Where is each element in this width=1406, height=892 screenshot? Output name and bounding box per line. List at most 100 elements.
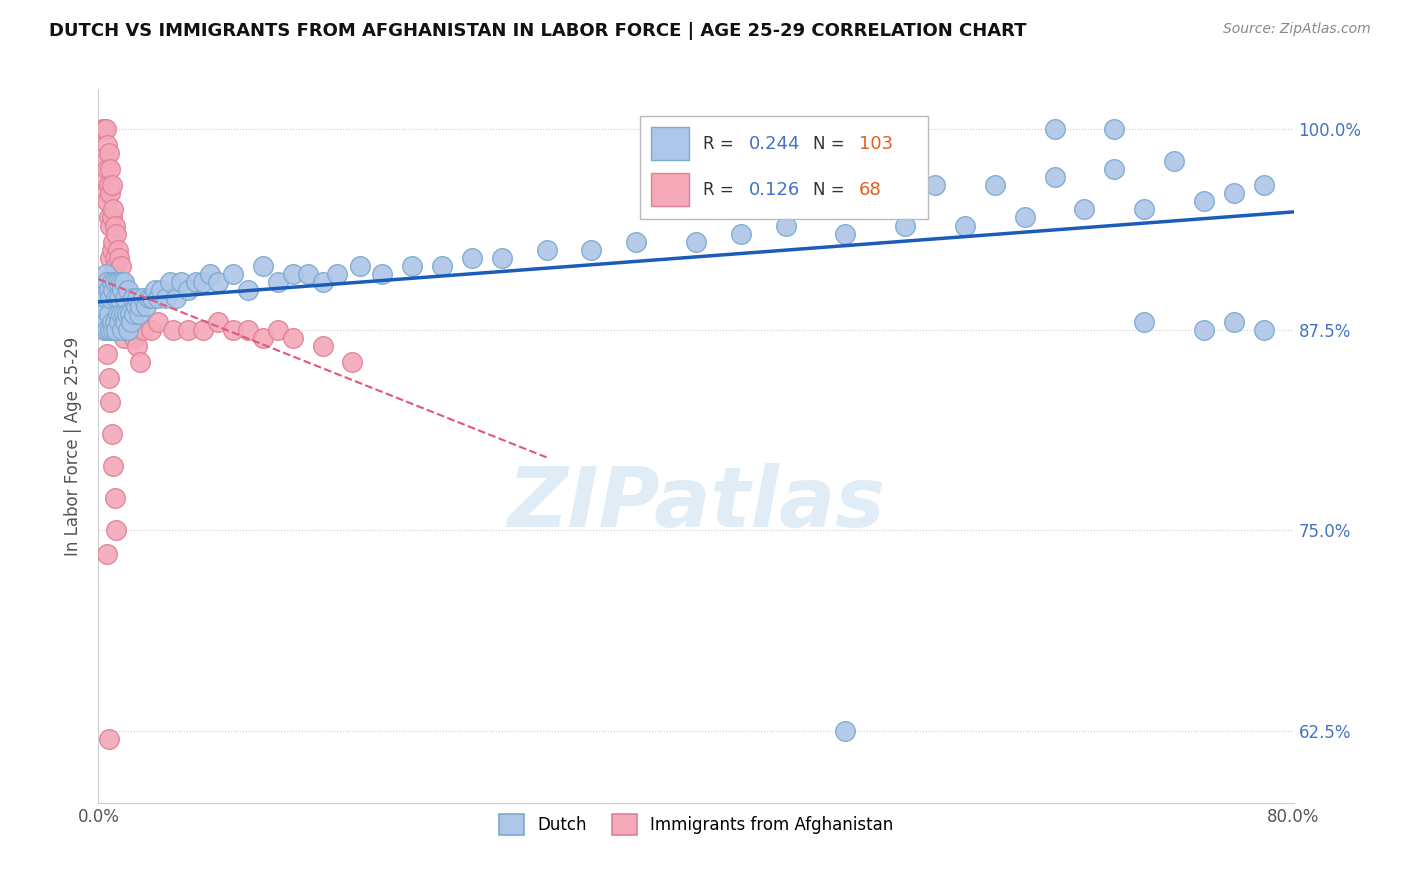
Point <box>267 275 290 289</box>
Point <box>1133 202 1156 217</box>
Point <box>98 323 122 337</box>
Point <box>1192 323 1215 337</box>
Point <box>430 259 453 273</box>
Point <box>162 323 184 337</box>
Point <box>129 299 152 313</box>
Point <box>98 251 122 265</box>
Point <box>103 283 125 297</box>
Point <box>110 259 132 273</box>
Point <box>111 275 134 289</box>
Point <box>97 371 120 385</box>
Text: DUTCH VS IMMIGRANTS FROM AFGHANISTAN IN LABOR FORCE | AGE 25-29 CORRELATION CHAR: DUTCH VS IMMIGRANTS FROM AFGHANISTAN IN … <box>49 22 1026 40</box>
Point <box>536 243 558 257</box>
Point <box>105 259 128 273</box>
Point <box>143 283 166 297</box>
Point <box>1073 202 1095 217</box>
Point <box>112 331 135 345</box>
Point <box>148 315 170 329</box>
Bar <box>651 173 689 206</box>
Point <box>834 723 856 738</box>
Point <box>685 235 707 249</box>
Point <box>138 291 160 305</box>
Point <box>101 427 124 442</box>
Point <box>96 194 118 209</box>
Point <box>128 307 150 321</box>
Point <box>96 162 118 177</box>
Point <box>112 275 135 289</box>
Text: 0.244: 0.244 <box>749 135 801 153</box>
Point <box>207 275 229 289</box>
Point <box>101 275 124 289</box>
Point <box>110 275 132 289</box>
Text: 103: 103 <box>859 135 893 153</box>
Point <box>1043 170 1066 185</box>
Point <box>1223 315 1246 329</box>
Point <box>775 219 797 233</box>
Point <box>117 283 139 297</box>
Point <box>97 211 120 225</box>
Point <box>96 547 118 561</box>
Point <box>1163 154 1185 169</box>
Point <box>103 235 125 249</box>
Point <box>101 243 124 257</box>
Point <box>200 267 222 281</box>
Point <box>1043 122 1066 136</box>
Point <box>267 323 290 337</box>
Legend: Dutch, Immigrants from Afghanistan: Dutch, Immigrants from Afghanistan <box>485 801 907 848</box>
Point <box>98 162 122 177</box>
Point <box>91 307 114 321</box>
Point <box>207 315 229 329</box>
Point <box>349 259 371 273</box>
Point <box>124 331 146 345</box>
Point <box>98 395 122 409</box>
Point <box>581 243 603 257</box>
Point <box>281 331 304 345</box>
Point <box>115 323 138 337</box>
Point <box>108 315 131 329</box>
Point <box>1192 194 1215 209</box>
Point <box>1104 122 1126 136</box>
Point <box>107 243 129 257</box>
Point <box>236 323 259 337</box>
Point <box>104 219 127 233</box>
Point <box>120 315 142 329</box>
Point <box>98 291 122 305</box>
Point <box>94 267 117 281</box>
Point <box>894 219 917 233</box>
Point <box>1014 211 1036 225</box>
Point <box>127 291 149 305</box>
Point <box>117 315 139 329</box>
Point <box>94 323 117 337</box>
Point <box>120 323 142 337</box>
Point <box>342 355 364 369</box>
Point <box>112 291 135 305</box>
Point <box>461 251 484 265</box>
Text: ZIPatlas: ZIPatlas <box>508 463 884 543</box>
FancyBboxPatch shape <box>640 116 928 219</box>
Point <box>101 315 124 329</box>
Point <box>93 323 115 337</box>
Point <box>114 315 136 329</box>
Point <box>96 275 118 289</box>
Point <box>953 219 976 233</box>
Point <box>105 523 128 537</box>
Point <box>371 267 394 281</box>
Point <box>101 275 124 289</box>
Point <box>104 315 127 329</box>
Point <box>191 275 214 289</box>
Point <box>110 307 132 321</box>
Point <box>103 323 125 337</box>
Point <box>159 275 181 289</box>
Point <box>112 307 135 321</box>
Point <box>94 186 117 201</box>
Point <box>132 323 155 337</box>
Point <box>110 299 132 313</box>
Point <box>114 307 136 321</box>
Point <box>139 323 162 337</box>
Point <box>121 291 143 305</box>
Point <box>108 291 131 305</box>
Point <box>97 731 120 746</box>
Point <box>191 323 214 337</box>
Point <box>105 323 128 337</box>
Point <box>804 186 827 201</box>
